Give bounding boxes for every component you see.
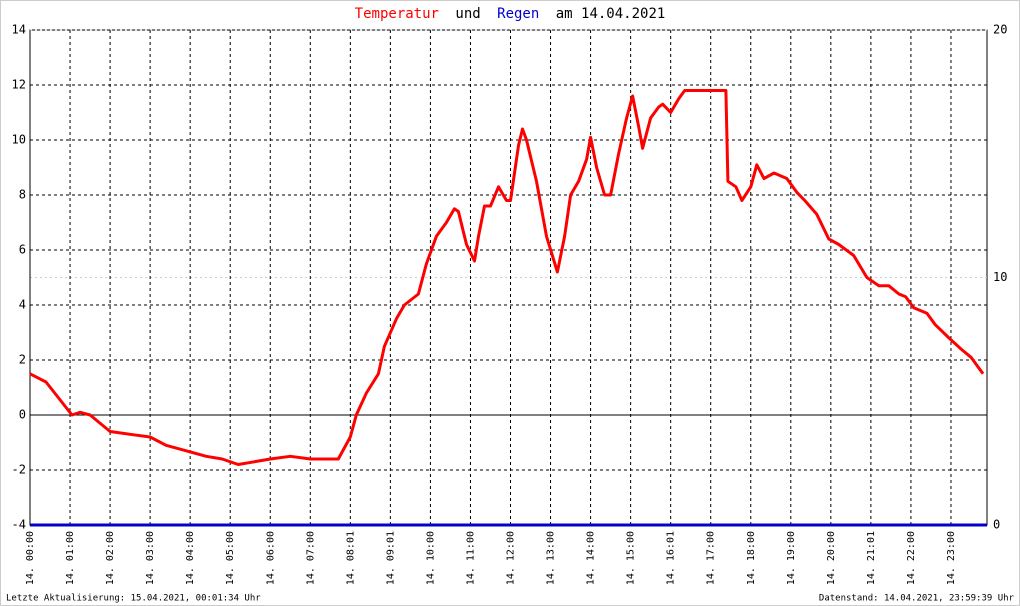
x-tick-label: 14. 12:00 (506, 531, 517, 585)
y-tick-label: 6 (19, 243, 26, 257)
x-tick-label: 14. 09:01 (385, 531, 396, 585)
x-tick-label: 14. 16:01 (666, 531, 677, 585)
y-tick-label: -4 (12, 518, 26, 532)
x-tick-label: 14. 01:00 (65, 531, 76, 585)
y-tick-label: 10 (12, 133, 26, 147)
x-tick-label: 14. 15:00 (626, 531, 637, 585)
y-tick-label: -2 (12, 463, 26, 477)
x-tick-label: 14. 02:00 (105, 531, 116, 585)
x-tick-label: 14. 05:00 (225, 531, 236, 585)
y-tick-label: 2 (19, 353, 26, 367)
chart-title: Temperatur und Regen am 14.04.2021 (355, 6, 666, 22)
footer-right: Datenstand: 14.04.2021, 23:59:39 Uhr (819, 594, 1015, 604)
title-joiner: und (455, 6, 480, 22)
y-tick-label: 0 (19, 408, 26, 422)
x-tick-label: 14. 00:00 (25, 531, 36, 585)
y-tick-label: 8 (19, 188, 26, 202)
x-tick-label: 14. 22:00 (906, 531, 917, 585)
x-tick-label: 14. 14:00 (586, 531, 597, 585)
plot-area (29, 29, 988, 526)
x-tick-label: 14. 08:01 (345, 531, 356, 585)
y-tick-label: 12 (12, 78, 26, 92)
x-tick-label: 14. 13:00 (546, 531, 557, 585)
x-tick-label: 14. 06:00 (265, 531, 276, 585)
x-tick-label: 14. 18:00 (746, 531, 757, 585)
x-tick-label: 14. 19:00 (786, 531, 797, 585)
x-tick-label: 14. 10:00 (425, 531, 436, 585)
y2-tick-label: 20 (993, 23, 1007, 37)
y-tick-label: 4 (19, 298, 26, 312)
footer-left: Letzte Aktualisierung: 15.04.2021, 00:01… (6, 594, 261, 604)
x-tick-label: 14. 21:01 (866, 531, 877, 585)
title-series-1: Temperatur (355, 6, 439, 22)
x-tick-label: 14. 07:00 (305, 531, 316, 585)
x-tick-label: 14. 20:00 (826, 531, 837, 585)
y2-tick-label: 10 (993, 270, 1007, 284)
title-series-2: Regen (497, 6, 539, 22)
y2-tick-label: 0 (993, 518, 1000, 532)
x-tick-label: 14. 03:00 (145, 531, 156, 585)
title-suffix: am 14.04.2021 (556, 6, 666, 22)
data-line (29, 89, 985, 466)
x-tick-label: 14. 04:00 (185, 531, 196, 585)
x-tick-label: 14. 23:00 (946, 531, 957, 585)
x-tick-label: 14. 17:00 (706, 531, 717, 585)
x-tick-label: 14. 11:00 (465, 531, 476, 585)
y-tick-label: 14 (12, 23, 26, 37)
